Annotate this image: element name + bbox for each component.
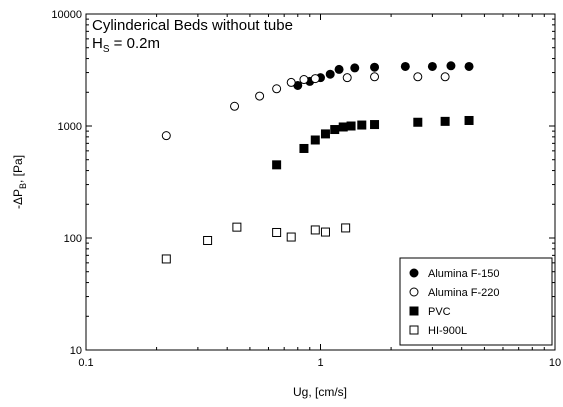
point (286, 77, 296, 87)
point (446, 61, 456, 71)
point (203, 235, 213, 245)
y-label-part: -ΔP (11, 189, 25, 209)
point (464, 61, 474, 71)
x-tick-label: 1 (317, 357, 323, 369)
y-label-sub: B (18, 183, 28, 189)
legend-label: Alumina F-150 (428, 268, 500, 280)
point (334, 64, 344, 74)
legend-marker (409, 268, 419, 278)
y-label-part: , [Pa] (11, 155, 25, 183)
point (320, 227, 330, 237)
point (325, 69, 335, 79)
legend-marker (409, 287, 419, 297)
legend-marker (409, 325, 419, 335)
point (232, 222, 242, 232)
point (370, 72, 380, 82)
point (255, 91, 265, 101)
point (464, 115, 474, 125)
point (346, 121, 356, 131)
point (350, 63, 360, 73)
point (310, 74, 320, 84)
point (272, 160, 282, 170)
point (427, 61, 437, 71)
y-axis-label: -ΔPB, [Pa] (11, 155, 28, 209)
annotation-sub: S (103, 44, 110, 55)
point (357, 120, 367, 130)
point (299, 75, 309, 85)
legend-label: Alumina F-220 (428, 287, 500, 299)
point (320, 129, 330, 139)
x-tick-label: 0.1 (78, 357, 93, 369)
point (286, 232, 296, 242)
point (310, 225, 320, 235)
point (413, 72, 423, 82)
point (400, 61, 410, 71)
y-tick-label: 10 (70, 345, 82, 357)
point (161, 254, 171, 264)
point (161, 131, 171, 141)
annotation-part: H (92, 35, 103, 52)
point (440, 72, 450, 82)
y-tick-label: 100 (64, 233, 82, 245)
x-axis-label: Ug, [cm/s] (293, 385, 347, 399)
annotation: Cylinderical Beds without tube (92, 17, 293, 34)
point (330, 125, 340, 135)
legend-marker (409, 306, 419, 316)
point (338, 122, 348, 132)
point (272, 227, 282, 237)
point (272, 84, 282, 94)
point (440, 116, 450, 126)
point (370, 120, 380, 130)
legend-box (399, 257, 553, 346)
point (413, 117, 423, 127)
point (230, 101, 240, 111)
annotation: HS = 0.2m (92, 35, 160, 55)
point (342, 73, 352, 83)
point (341, 223, 351, 233)
annotation-part: = 0.2m (110, 35, 160, 52)
legend-label: HI-900L (428, 325, 467, 337)
point (370, 62, 380, 72)
point (299, 143, 309, 153)
x-tick-label: 10 (549, 357, 561, 369)
y-tick-label: 1000 (58, 121, 82, 133)
legend-label: PVC (428, 306, 451, 318)
y-tick-label: 10000 (51, 9, 82, 21)
point (310, 135, 320, 145)
